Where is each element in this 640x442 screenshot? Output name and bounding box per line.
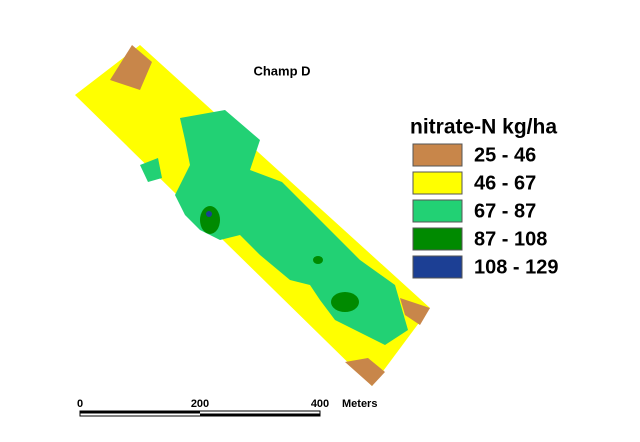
- legend-label: 87 - 108: [474, 228, 547, 250]
- scale-label: 0: [77, 398, 83, 410]
- legend-label: 108 - 129: [474, 256, 559, 278]
- field-dark-green: [200, 206, 220, 234]
- legend-swatch: [412, 255, 463, 279]
- scale-unit: Meters: [342, 398, 377, 410]
- legend-label: 46 - 67: [474, 172, 536, 194]
- legend: 25 - 46 46 - 67 67 - 87 87 - 108 108 - 129: [412, 143, 559, 279]
- field-dark-green: [313, 256, 323, 264]
- legend-swatch: [412, 199, 463, 223]
- scale-label: 400: [311, 398, 329, 410]
- field-brown-bottom: [345, 358, 385, 386]
- scale-label: 200: [191, 398, 209, 410]
- scale-bar-segment: [80, 411, 200, 414]
- field-dark-green: [331, 292, 359, 312]
- legend-swatch: [412, 171, 463, 195]
- legend-label: 25 - 46: [474, 144, 536, 166]
- field: [75, 45, 430, 386]
- legend-swatch: [412, 143, 463, 167]
- field-green: [175, 110, 408, 345]
- scale-bar-segment: [200, 413, 320, 416]
- field-blue: [206, 211, 212, 217]
- field-brown-top: [110, 45, 152, 90]
- scale-bar: 0 200 400 Meters: [77, 398, 377, 417]
- field-brown-right: [400, 298, 430, 325]
- legend-label: 67 - 87: [474, 200, 536, 222]
- map-title: Champ D: [253, 63, 310, 78]
- field-green-small: [140, 158, 162, 182]
- legend-swatch: [412, 227, 463, 251]
- legend-title: nitrate-N kg/ha: [410, 116, 557, 139]
